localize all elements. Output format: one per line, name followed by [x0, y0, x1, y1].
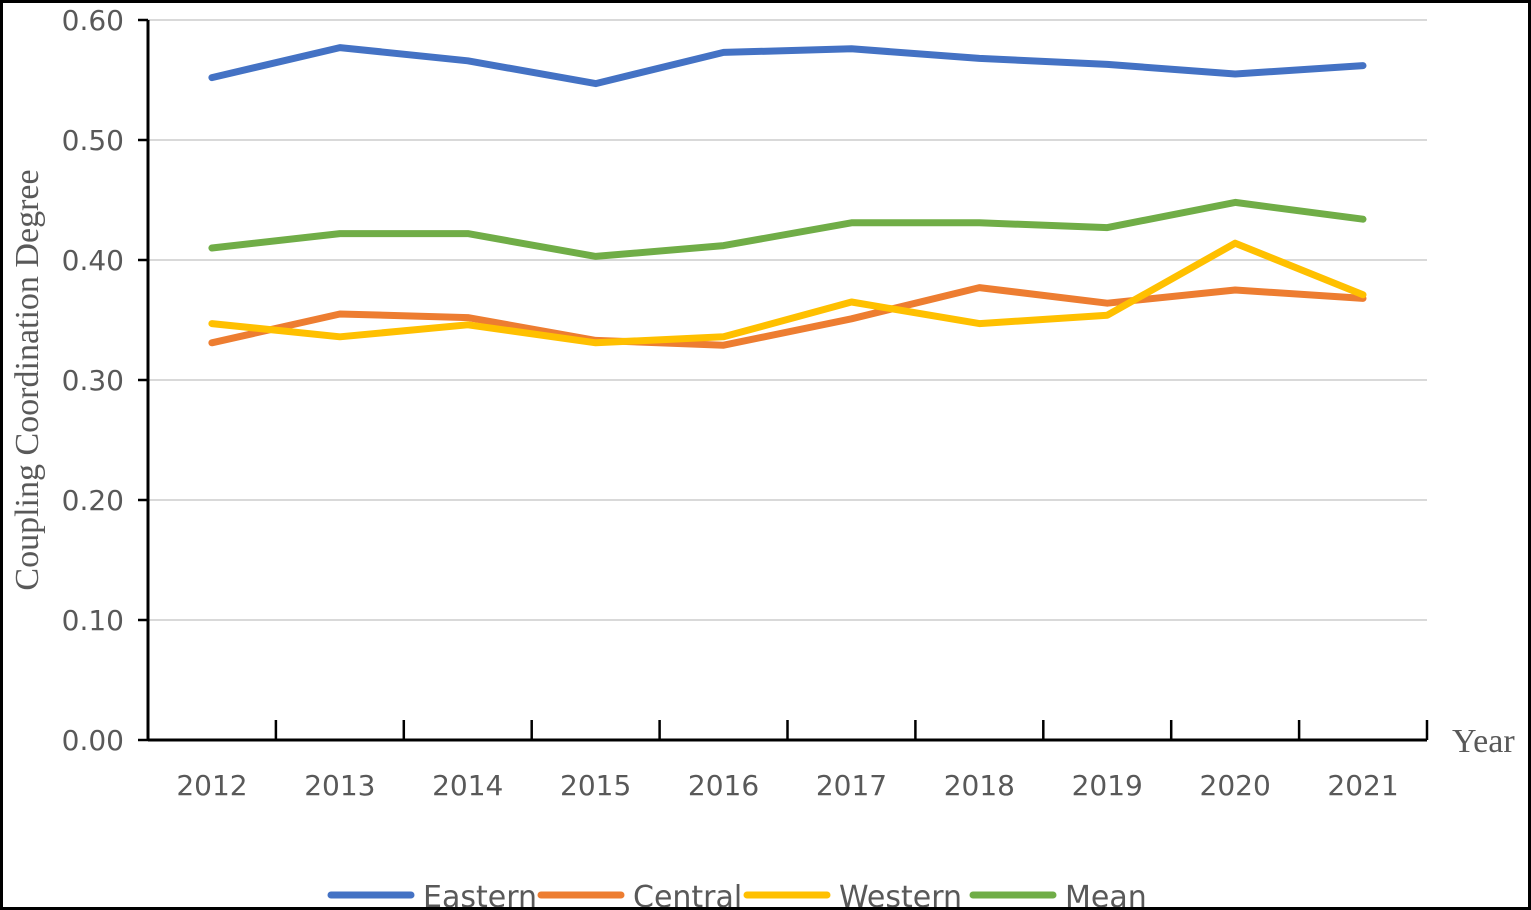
x-tick-label: 2016 [688, 769, 759, 802]
x-axis-title: Year [1452, 723, 1515, 760]
series-line-central [208, 284, 1367, 349]
series-line-eastern [208, 44, 1367, 88]
series-lines [208, 44, 1367, 349]
gridlines [148, 19, 1427, 621]
y-tick-label: 0.20 [62, 484, 124, 517]
x-tick-label: 2017 [816, 769, 887, 802]
y-tick-label: 0.00 [62, 724, 124, 757]
series-line-western [208, 239, 1367, 347]
y-tick-label: 0.60 [62, 4, 124, 37]
x-tick-label: 2012 [176, 769, 247, 802]
legend-label-central: Central [633, 880, 742, 910]
y-tick-label: 0.50 [62, 124, 124, 157]
x-tick-label: 2018 [944, 769, 1015, 802]
x-tick-label: 2014 [432, 769, 503, 802]
axis-labels: 0.00 0.10 0.20 0.30 0.40 0.50 0.60 2012 2013 2014… [62, 4, 1399, 802]
x-tick-label: 2013 [304, 769, 375, 802]
y-axis-title: Coupling Coordination Degree [9, 169, 46, 590]
legend: Eastern Central Western Mean [327, 880, 1147, 910]
series-line-mean [208, 198, 1367, 260]
legend-label-mean: Mean [1065, 880, 1147, 910]
line-chart: 0.00 0.10 0.20 0.30 0.40 0.50 0.60 2012 2013 2014… [9, 4, 1515, 910]
legend-label-eastern: Eastern [423, 880, 537, 910]
x-tick-label: 2021 [1327, 769, 1398, 802]
x-tick-label: 2015 [560, 769, 631, 802]
legend-label-western: Western [839, 880, 962, 910]
x-tick-label: 2019 [1072, 769, 1143, 802]
y-tick-label: 0.10 [62, 604, 124, 637]
y-tick-label: 0.40 [62, 244, 124, 277]
y-tick-label: 0.30 [62, 364, 124, 397]
axes [138, 18, 1429, 742]
x-tick-label: 2020 [1200, 769, 1271, 802]
